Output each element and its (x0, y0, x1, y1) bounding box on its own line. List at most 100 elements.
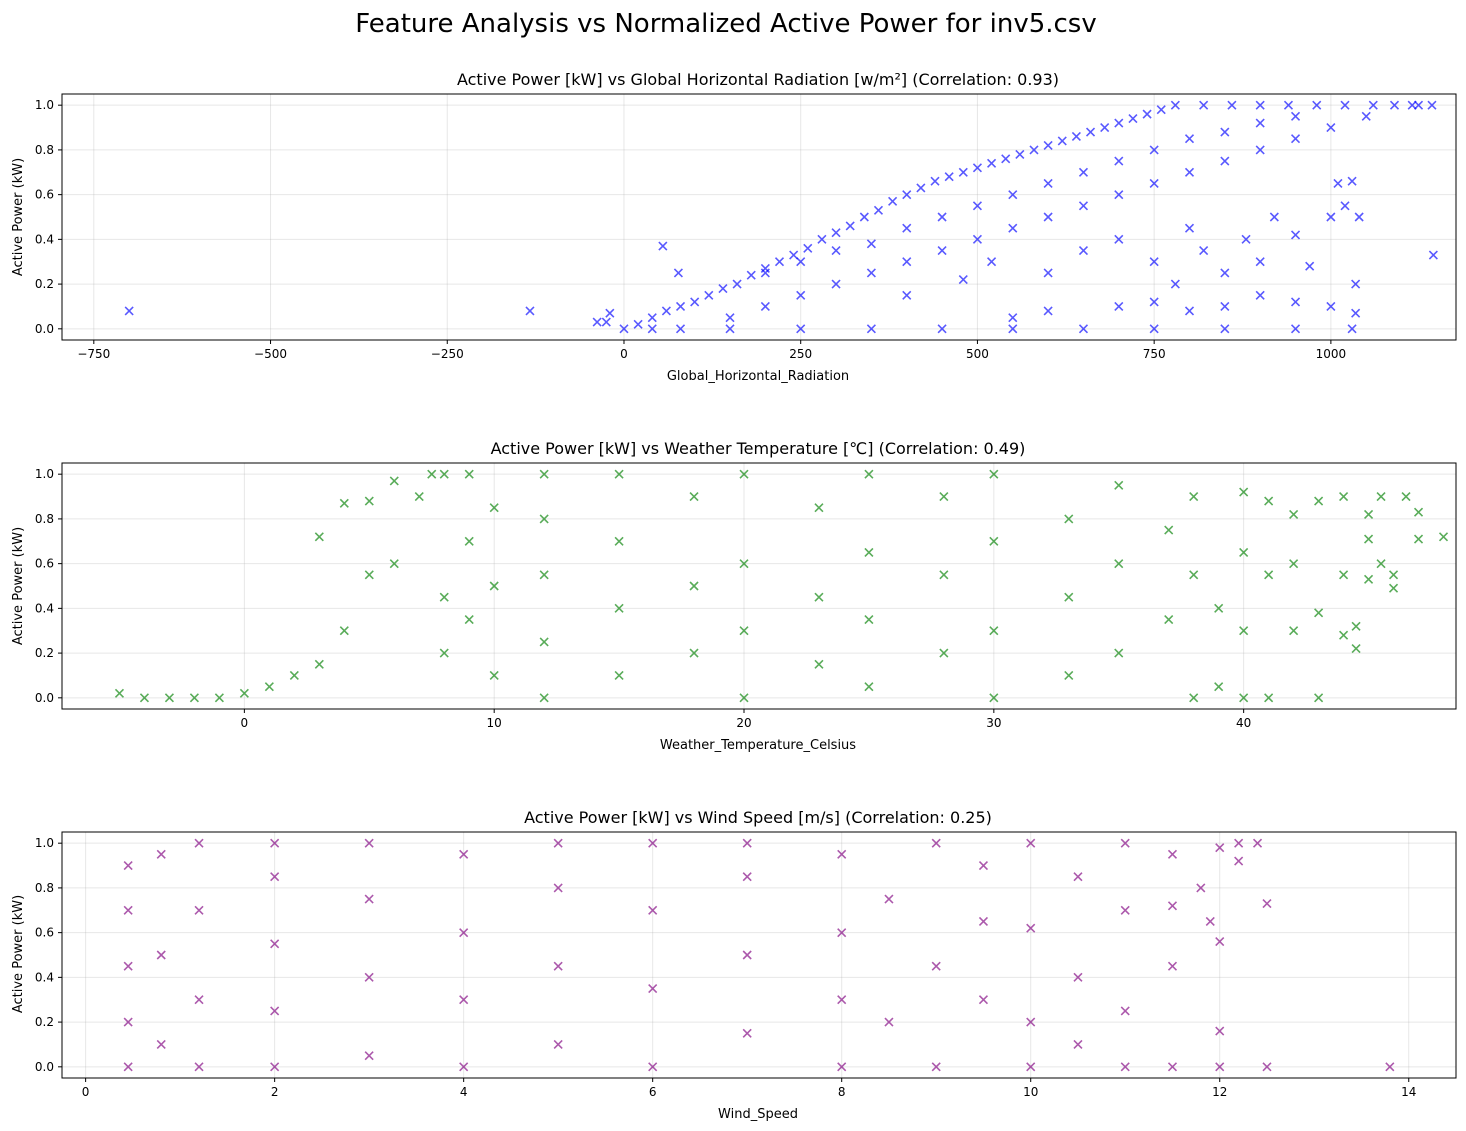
temperature-point (814, 503, 824, 513)
temperature-point (1438, 532, 1449, 542)
radiation-point (1008, 324, 1018, 334)
radiation-point (1078, 324, 1089, 334)
wind-plot-frame (61, 831, 1457, 1079)
radiation-point (1184, 223, 1195, 233)
radiation-point (1128, 114, 1138, 124)
wind-point (1234, 838, 1244, 848)
temperature-point (614, 469, 624, 479)
wind-point (742, 838, 752, 848)
radiation-point (1283, 100, 1294, 110)
radiation-point (605, 308, 615, 318)
temperature-plot-frame (61, 462, 1457, 710)
radiation-point (1184, 134, 1195, 144)
temperature-point (489, 581, 499, 591)
radiation-point (1149, 257, 1159, 267)
radiation-point (675, 324, 686, 334)
radiation-point (972, 163, 982, 173)
radiation-point (1368, 100, 1378, 110)
radiation-point (1312, 100, 1322, 110)
temperature-point (339, 498, 349, 508)
temperature-point (739, 559, 749, 569)
radiation-point (725, 313, 735, 323)
radiation-point (1043, 178, 1053, 189)
radiation-point (1347, 176, 1357, 186)
temperature-point (489, 503, 499, 513)
radiation-point (845, 221, 855, 231)
wind-x-tick-label: 2 (271, 1085, 279, 1099)
temperature-point (814, 592, 824, 602)
radiation-point (1149, 297, 1159, 307)
temperature-point (439, 592, 449, 602)
temperature-point (939, 491, 949, 502)
wind-point (648, 905, 658, 915)
radiation-point (1001, 154, 1011, 164)
radiation-point (760, 268, 770, 278)
temperature-point (1289, 509, 1299, 520)
wind-point (194, 838, 204, 848)
wind-point (270, 872, 280, 882)
temperature-point (864, 682, 874, 692)
radiation-point (958, 275, 968, 285)
wind-point (364, 838, 374, 848)
radiation-point (1071, 131, 1081, 142)
radiation-point (972, 234, 982, 244)
wind-point (1120, 905, 1130, 915)
radiation-point (902, 190, 912, 200)
radiation-point (1241, 234, 1251, 244)
temperature-points (114, 469, 1449, 703)
radiation-y-tick-label: 0.4 (35, 232, 54, 246)
temperature-point (1376, 559, 1386, 569)
temperature-point (339, 626, 349, 636)
wind-point (1215, 1062, 1225, 1072)
radiation-point (803, 243, 813, 253)
radiation-point (124, 306, 134, 316)
wind-point (123, 961, 133, 971)
radiation-y-tick-label: 1.0 (35, 98, 54, 112)
temperature-scatter-panel: Active Power [kW] vs Weather Temperature… (11, 439, 1457, 753)
temperature-point (464, 536, 474, 546)
radiation-point (958, 167, 968, 177)
temperature-point (314, 659, 324, 669)
radiation-point (1255, 100, 1265, 110)
radiation-point (704, 290, 714, 300)
wind-point (364, 972, 374, 982)
temperature-point (1413, 534, 1424, 544)
temperature-y-tick-label: 0.0 (35, 691, 54, 705)
wind-point (1234, 856, 1244, 866)
radiation-x-tick-label: 250 (789, 347, 812, 361)
radiation-point (937, 324, 947, 334)
wind-point (270, 1062, 280, 1072)
radiation-point (1008, 313, 1018, 323)
temperature-point (364, 570, 374, 580)
temperature-point (539, 570, 549, 580)
radiation-point (1428, 250, 1438, 260)
wind-point (1073, 872, 1083, 882)
radiation-point (1220, 301, 1230, 312)
radiation-point (1114, 301, 1124, 312)
wind-point (194, 905, 204, 915)
temperature-point (539, 514, 549, 524)
radiation-point (673, 268, 683, 278)
temperature-point (464, 614, 474, 625)
radiation-x-tick-label: −250 (431, 347, 464, 361)
temperature-y-tick-label: 0.6 (35, 557, 54, 571)
temperature-point (439, 469, 449, 479)
temperature-point (1339, 570, 1349, 580)
radiation-point (619, 324, 629, 334)
temperature-point (689, 491, 699, 502)
temperature-point (1388, 570, 1399, 580)
radiation-point (1008, 190, 1018, 200)
radiation-point (937, 245, 947, 256)
radiation-point (1078, 201, 1089, 211)
wind-point (553, 961, 563, 971)
temperature-point (1314, 693, 1324, 703)
radiation-point (1326, 122, 1336, 133)
radiation-point (1351, 279, 1361, 289)
temperature-point (1239, 487, 1249, 497)
radiation-x-tick-label: 500 (966, 347, 989, 361)
wind-y-tick-label: 0.0 (35, 1060, 54, 1074)
wind-point (1215, 1026, 1225, 1036)
wind-point (1262, 898, 1272, 909)
radiation-point (1413, 100, 1424, 110)
wind-point (837, 928, 847, 938)
